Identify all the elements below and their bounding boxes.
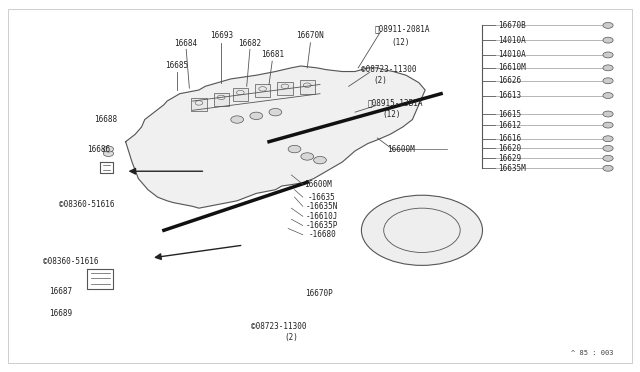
Circle shape — [603, 155, 613, 161]
Text: 16684: 16684 — [175, 39, 198, 48]
Text: 16616: 16616 — [499, 134, 522, 143]
Text: 16610M: 16610M — [499, 63, 526, 72]
Text: 16629: 16629 — [499, 154, 522, 163]
Text: 16686: 16686 — [88, 145, 111, 154]
Bar — [214, 93, 229, 106]
Text: 16670P: 16670P — [305, 289, 333, 298]
Circle shape — [231, 116, 244, 123]
Circle shape — [103, 146, 113, 152]
Circle shape — [603, 22, 613, 28]
Circle shape — [603, 65, 613, 71]
Text: Ⓠ08915-13B1A: Ⓠ08915-13B1A — [368, 99, 423, 108]
Circle shape — [603, 52, 613, 58]
Text: 16600M: 16600M — [387, 145, 415, 154]
Text: 16670N: 16670N — [296, 31, 324, 40]
Text: 16615: 16615 — [499, 109, 522, 119]
Text: ⓝ08911-2081A: ⓝ08911-2081A — [374, 25, 429, 33]
Text: 16635M: 16635M — [499, 164, 526, 173]
Text: (2): (2) — [284, 333, 298, 342]
Circle shape — [288, 145, 301, 153]
Text: -16635N: -16635N — [306, 202, 339, 211]
Text: 16670B: 16670B — [499, 21, 526, 30]
Circle shape — [301, 153, 314, 160]
Bar — [300, 80, 315, 94]
Text: -16680: -16680 — [309, 230, 337, 239]
Text: 14010A: 14010A — [499, 36, 526, 45]
Circle shape — [603, 78, 613, 84]
Bar — [255, 84, 270, 97]
Bar — [233, 88, 248, 101]
Bar — [277, 81, 292, 95]
Circle shape — [603, 93, 613, 99]
Text: -16610J: -16610J — [306, 212, 339, 221]
Text: 16626: 16626 — [499, 76, 522, 85]
Text: ©08723-11300: ©08723-11300 — [251, 322, 307, 331]
Circle shape — [603, 122, 613, 128]
Text: 16682: 16682 — [238, 39, 262, 48]
Text: 16688: 16688 — [94, 115, 117, 124]
Text: (12): (12) — [392, 38, 410, 47]
Circle shape — [314, 157, 326, 164]
Circle shape — [250, 112, 262, 119]
Text: -16635: -16635 — [307, 193, 335, 202]
Text: ©08723-11300: ©08723-11300 — [362, 65, 417, 74]
Circle shape — [362, 195, 483, 265]
Text: 16600M: 16600M — [304, 180, 332, 189]
Polygon shape — [125, 66, 425, 208]
Circle shape — [269, 109, 282, 116]
Circle shape — [603, 165, 613, 171]
Circle shape — [103, 151, 113, 157]
Text: 16681: 16681 — [260, 49, 284, 59]
Text: -16635P: -16635P — [306, 221, 339, 230]
Text: (12): (12) — [383, 109, 401, 119]
Text: 16687: 16687 — [49, 287, 72, 296]
Text: 16613: 16613 — [499, 91, 522, 100]
Circle shape — [603, 37, 613, 43]
Circle shape — [603, 145, 613, 151]
Text: 16685: 16685 — [165, 61, 188, 70]
Text: ^ 85 : 003: ^ 85 : 003 — [571, 350, 613, 356]
Text: 16689: 16689 — [49, 309, 72, 318]
Text: 14010A: 14010A — [499, 51, 526, 60]
Circle shape — [603, 111, 613, 117]
Text: 16620: 16620 — [499, 144, 522, 153]
Text: ©08360-51616: ©08360-51616 — [43, 257, 99, 266]
Text: 16612: 16612 — [499, 121, 522, 129]
Text: ©08360-51616: ©08360-51616 — [59, 200, 114, 209]
Text: (2): (2) — [373, 76, 387, 85]
Bar — [191, 98, 207, 112]
Text: 16693: 16693 — [210, 31, 233, 40]
Circle shape — [603, 136, 613, 142]
